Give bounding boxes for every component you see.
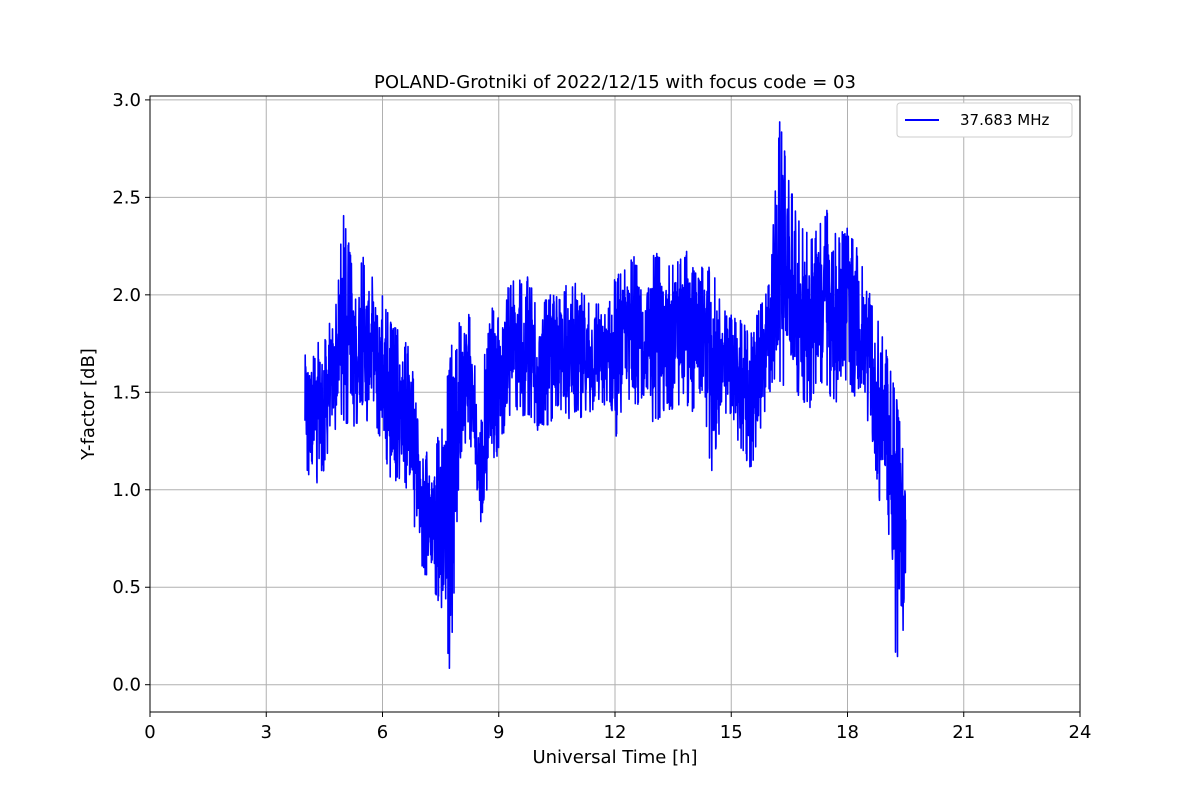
x-tick-label: 0 [144, 722, 155, 743]
legend-label: 37.683 MHz [960, 111, 1049, 129]
legend: 37.683 MHz [896, 102, 1073, 138]
x-tick-label: 24 [1069, 722, 1092, 743]
y-tick-label: 0.0 [112, 675, 141, 696]
series-line [304, 121, 907, 670]
x-tick-label: 6 [377, 722, 388, 743]
x-axis: 0 3 6 9 12 15 18 21 24 [144, 712, 1091, 743]
y-tick-label: 1.0 [112, 480, 141, 501]
x-tick-label: 21 [952, 722, 975, 743]
y-tick-label: 1.5 [112, 382, 141, 403]
x-tick-label: 12 [604, 722, 627, 743]
x-tick-label: 18 [836, 722, 859, 743]
x-axis-label: Universal Time [h] [532, 747, 697, 768]
chart-title: POLAND-Grotniki of 2022/12/15 with focus… [374, 72, 856, 93]
y-tick-label: 2.0 [112, 285, 141, 306]
x-tick-label: 9 [493, 722, 504, 743]
y-tick-label: 0.5 [112, 577, 141, 598]
legend-box [896, 102, 1073, 138]
y-tick-label: 2.5 [112, 187, 141, 208]
y-tick-label: 3.0 [112, 90, 141, 111]
y-axis: 0.0 0.5 1.0 1.5 2.0 2.5 3.0 [112, 90, 150, 696]
y-axis-label: Y-factor [dB] [78, 348, 99, 461]
series-layer [304, 121, 907, 670]
x-tick-label: 3 [261, 722, 272, 743]
x-tick-label: 15 [720, 722, 743, 743]
